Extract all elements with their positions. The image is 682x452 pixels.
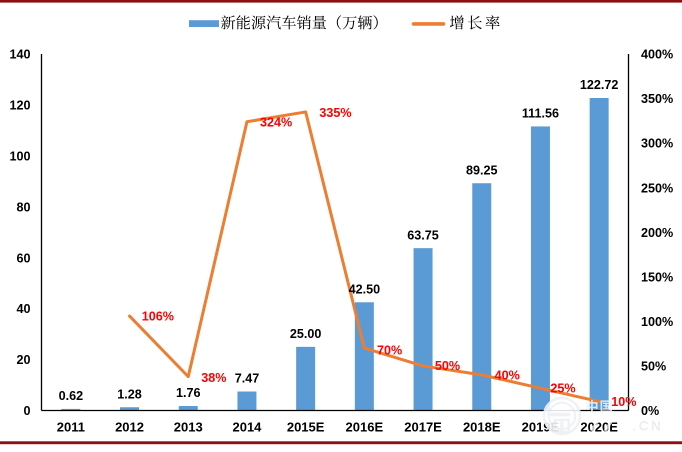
- svg-text:60: 60: [16, 251, 30, 265]
- svg-text:0%: 0%: [641, 404, 659, 418]
- svg-text:40%: 40%: [495, 368, 520, 382]
- svg-text:2018E: 2018E: [463, 419, 501, 434]
- svg-text:2011: 2011: [57, 419, 85, 434]
- svg-text:10%: 10%: [611, 395, 636, 409]
- svg-text:80: 80: [16, 200, 30, 214]
- svg-text:140: 140: [9, 48, 30, 62]
- svg-text:122.72: 122.72: [580, 78, 619, 92]
- svg-text:335%: 335%: [319, 106, 351, 120]
- svg-text:100: 100: [9, 149, 30, 163]
- svg-text:250%: 250%: [641, 181, 673, 195]
- svg-text:1.76: 1.76: [176, 386, 201, 400]
- svg-text:50%: 50%: [641, 360, 666, 374]
- svg-text:0: 0: [23, 404, 30, 418]
- svg-text:0.62: 0.62: [59, 389, 84, 403]
- svg-text:40: 40: [16, 302, 30, 316]
- svg-text:2016E: 2016E: [346, 419, 384, 434]
- svg-text:2014: 2014: [232, 419, 262, 434]
- svg-text:120: 120: [9, 99, 30, 113]
- svg-text:38%: 38%: [201, 371, 226, 385]
- svg-text:350%: 350%: [641, 92, 673, 106]
- svg-text:1.28: 1.28: [117, 387, 142, 401]
- svg-text:20: 20: [16, 353, 30, 367]
- svg-text:111.56: 111.56: [522, 107, 559, 121]
- svg-text:300%: 300%: [641, 137, 673, 151]
- svg-text:25.00: 25.00: [290, 327, 322, 341]
- svg-text:324%: 324%: [260, 115, 292, 129]
- svg-text:89.25: 89.25: [466, 163, 498, 177]
- svg-text:42.50: 42.50: [349, 282, 381, 296]
- svg-text:2013: 2013: [174, 419, 203, 434]
- svg-text:106%: 106%: [142, 310, 174, 324]
- svg-text:25%: 25%: [550, 382, 575, 396]
- svg-text:63.75: 63.75: [407, 228, 439, 242]
- svg-text:400%: 400%: [641, 48, 673, 62]
- svg-text:150%: 150%: [641, 270, 673, 284]
- svg-text:50%: 50%: [435, 359, 460, 373]
- svg-text:.CN: .CN: [633, 419, 664, 434]
- svg-text:70%: 70%: [377, 343, 402, 357]
- svg-text:7.47: 7.47: [235, 372, 260, 386]
- svg-text:2015E: 2015E: [287, 419, 325, 434]
- svg-text:200%: 200%: [641, 226, 673, 240]
- svg-text:2017E: 2017E: [404, 419, 442, 434]
- svg-text:100%: 100%: [641, 315, 673, 329]
- svg-text:2012: 2012: [115, 419, 144, 434]
